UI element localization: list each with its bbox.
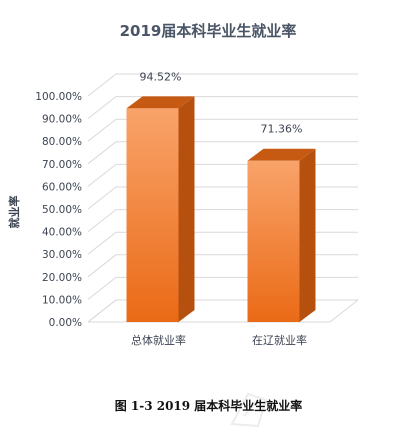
bar [126,108,179,323]
data-label: 94.52% [140,70,182,83]
y-tick-label: 20.00% [42,272,82,284]
y-tick-label: 70.00% [42,159,82,171]
y-axis-label: 就业率 [7,196,21,229]
y-tick-label: 90.00% [42,114,82,126]
gridline [87,73,358,97]
category-label: 总体就业率 [131,333,186,347]
floor-right-line [329,299,359,323]
figure-caption: 图 1-3 2019 届本科毕业生就业率 [114,399,303,413]
bars [126,96,316,323]
gridline [87,118,358,142]
gridline [87,141,358,165]
y-tick-label: 10.00% [42,294,82,306]
bar-side [178,96,195,323]
y-tick-label: 50.00% [42,204,82,216]
watermark-icon [230,392,268,428]
y-tick-label: 80.00% [42,136,82,148]
bar-side [299,148,316,322]
y-tick-label: 100.00% [35,91,82,103]
category-label: 在辽就业率 [252,333,307,347]
gridline [87,96,358,119]
bar-top [247,148,316,161]
bar-top [126,96,195,109]
y-tick-label: 60.00% [42,181,82,193]
data-label: 71.36% [261,123,303,136]
y-tick-label: 40.00% [42,227,82,239]
gridlines [87,73,359,323]
y-tick-label: 0.00% [49,317,82,329]
bar [247,160,300,322]
y-axis-ticks: 0.00% 10.00% 20.00% 30.00% 40.00% 50.00% 60.00… [35,91,82,329]
y-tick-label: 30.00% [42,249,82,261]
data-labels: 94.52% 71.36% [140,70,303,135]
chart-title: 2019届本科毕业生就业率 [120,22,297,40]
x-axis-labels: 总体就业率 在辽就业率 [131,333,307,347]
